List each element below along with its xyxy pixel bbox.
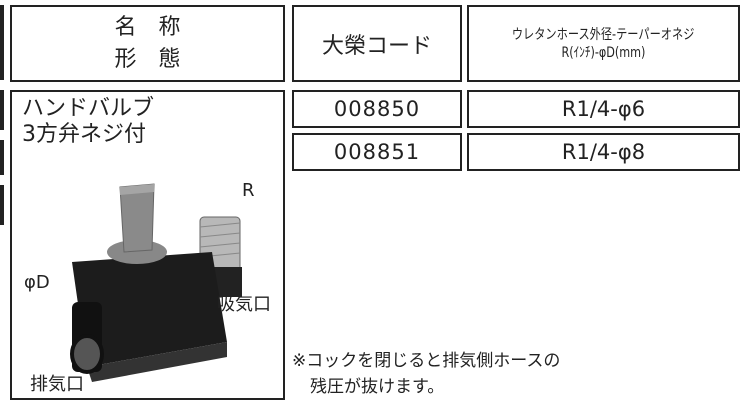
code: 008851 — [333, 140, 421, 164]
spec: R1/4-φ8 — [561, 140, 646, 164]
header-spec-cell: ウレタンホース外径-テーパーオネジ R(ｲﾝﾁ)-φD(mm) — [467, 5, 740, 82]
header-form: 形 態 — [114, 46, 181, 72]
valve-base — [87, 342, 227, 382]
product-subtitle: 3方弁ネジ付 — [22, 122, 146, 147]
code: 008850 — [333, 97, 421, 121]
spec-cell: R1/4-φ6 — [467, 90, 740, 128]
valve-image — [70, 183, 242, 382]
header-code: 大榮コード — [321, 33, 432, 59]
label-d: φD — [24, 272, 50, 293]
fitting-port — [70, 334, 104, 374]
code-cell: 008851 — [292, 133, 462, 171]
edge-mark — [0, 5, 4, 80]
edge-mark — [0, 140, 4, 175]
header-spec: ウレタンホース外径-テーパーオネジ — [512, 26, 695, 43]
edge-mark — [0, 90, 4, 130]
spec-cell: R1/4-φ8 — [467, 133, 740, 171]
label-exhaust: 排気口 — [30, 374, 84, 395]
header-code-cell: 大榮コード — [292, 5, 462, 82]
note-continued: 残圧が抜けます。 — [310, 377, 445, 397]
valve-body — [72, 252, 227, 367]
spec: R1/4-φ6 — [561, 97, 646, 121]
edge-mark — [0, 185, 4, 225]
product-box: ハンドバルブ 3方弁ネジ付 R φD 吸気口 排気口 — [10, 90, 285, 400]
label-intake: 吸気口 — [217, 294, 271, 315]
label-r: R — [242, 180, 255, 201]
product-title: ハンドバルブ — [22, 96, 155, 121]
note: ※コックを閉じると排気側ホースの — [292, 351, 561, 371]
header-spec-unit: R(ｲﾝﾁ)-φD(mm) — [561, 44, 646, 61]
handle-top — [120, 184, 154, 195]
header-name-cell: 名 称 形 態 — [10, 5, 285, 82]
code-cell: 008850 — [292, 90, 462, 128]
header-name: 名 称 — [114, 14, 181, 40]
